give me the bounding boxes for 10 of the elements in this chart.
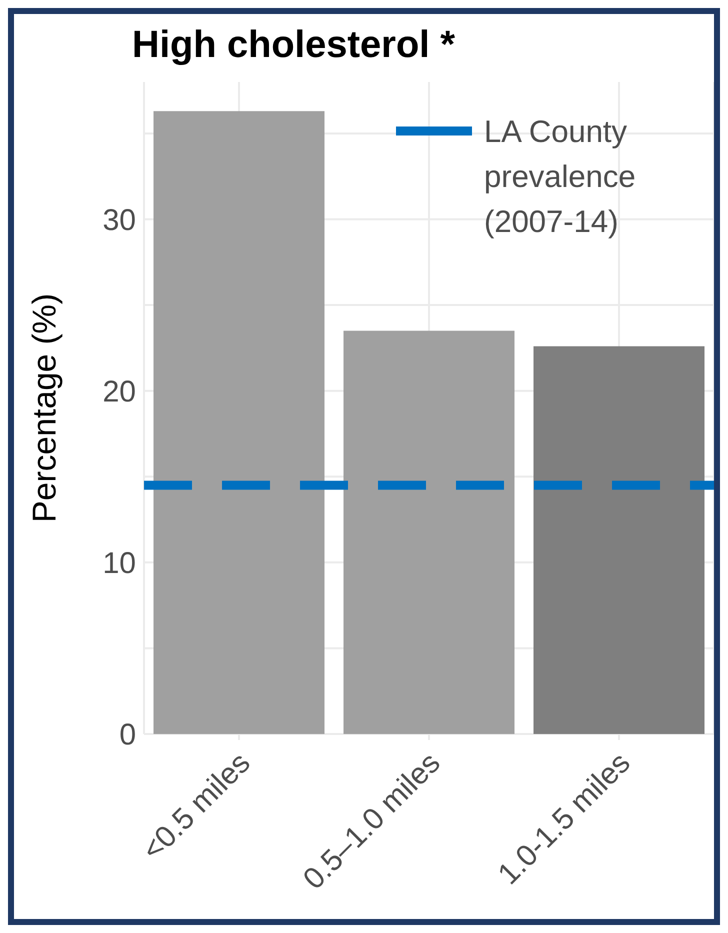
bar [344,330,514,734]
y-tick-label: 20 [102,375,136,408]
bar [154,111,324,734]
chart-title: High cholesterol * [132,24,456,67]
legend-label: LA County prevalence (2007-14) [484,113,637,241]
y-tick-label: 10 [102,547,136,580]
bar [534,346,704,734]
y-tick-label: 30 [102,204,136,237]
y-tick-label: 0 [119,718,136,752]
y-axis-title: Percentage (%) [26,293,63,523]
